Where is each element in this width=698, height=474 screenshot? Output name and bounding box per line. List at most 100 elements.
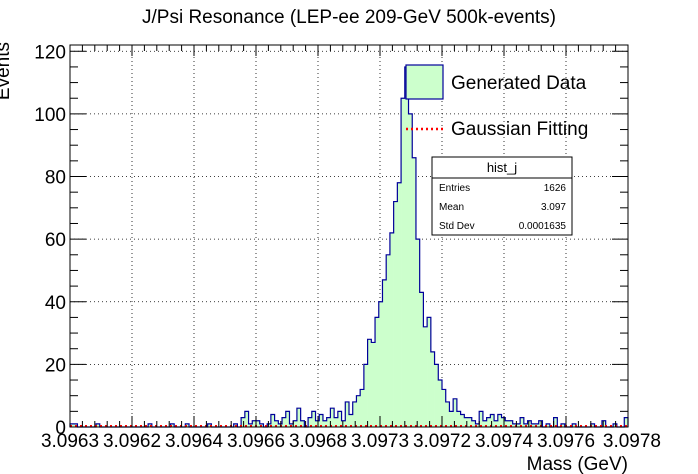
histogram-bar [508,420,513,427]
histogram-bar [415,239,420,427]
histogram-bar [531,423,536,427]
y-tick-label: 0 [55,418,66,439]
legend: Generated Data Gaussian Fitting [405,64,588,140]
histogram-bar [546,423,551,427]
histogram-bar [337,411,342,427]
histogram-bar [438,380,443,427]
y-tick-label: 120 [34,42,66,63]
histogram-bar [430,351,435,427]
x-tick-label: 3.0978 [603,431,661,452]
x-tick-label: 3.0962 [103,431,161,452]
x-tick-label: 3.0976 [537,431,595,452]
histogram-bar [274,420,279,427]
histogram-bar [434,364,439,427]
histogram-bar [490,414,495,427]
histogram-bar [371,342,376,427]
histogram-bar [375,317,380,427]
x-tick-label: 3.0963 [41,431,99,452]
histogram-bar [486,417,491,427]
histogram-bar [449,411,454,427]
y-axis: 0 20 40 60 80 100 120 [34,42,628,439]
y-tick-label: 20 [45,355,66,376]
x-tick-label: 3.0973 [351,431,409,452]
histogram-bar [282,417,287,427]
histogram-bar [445,401,450,427]
histogram-bar [293,420,298,427]
histogram-bar [460,414,465,427]
histogram-bar [453,398,458,427]
histogram-bar [367,339,372,427]
x-axis-title: Mass (GeV) [527,454,628,474]
legend-label-gaussian-fitting: Gaussian Fitting [451,119,588,140]
histogram-bar [401,98,406,428]
y-tick-label: 100 [34,105,66,126]
histogram-bar [482,420,487,427]
histogram-bar [363,364,368,427]
histogram-bar [427,317,432,427]
histogram-bar [419,292,424,427]
stats-box-frame [431,156,573,236]
histogram-bar [382,279,387,427]
histogram-bar [475,423,480,427]
histogram-bar [352,401,357,427]
stats-box-title: hist_j [487,160,517,175]
y-tick-label: 40 [45,293,66,314]
histogram-bar [70,423,75,427]
histogram-bar [505,420,510,427]
stats-entries-value: 1626 [544,183,567,194]
y-tick-label: 80 [45,168,66,189]
histogram-bar [341,420,346,427]
y-axis-title: Events [0,42,14,100]
histogram-bar [345,401,350,427]
histogram-bar [408,113,413,427]
histogram-bar [207,423,212,427]
histogram-bar [553,417,558,427]
histogram-bar [516,423,521,427]
stats-mean-value: 3.097 [541,202,566,213]
histogram-bar [296,408,301,427]
histogram-bar [442,389,447,427]
grid-lines [70,45,628,427]
histogram-bar [397,182,402,427]
histogram-bar [404,66,409,427]
histogram-bar [334,417,339,427]
histogram-bar [267,423,272,427]
plot-frame [69,44,629,428]
histogram-bar [356,395,361,427]
histogram-bar [308,417,313,427]
stats-stddev-value: 0.0001635 [519,221,567,232]
stats-entries-label: Entries [439,183,470,194]
histogram-bar [497,414,502,427]
histogram-bar [330,408,335,427]
stats-box: hist_j Entries 1626 Mean 3.097 Std Dev 0… [431,156,573,236]
stats-mean-label: Mean [439,202,464,213]
histogram-bar [270,414,275,427]
histogram-bar [319,414,324,427]
histogram-bar [256,420,261,427]
histogram-bar [244,411,249,427]
histogram-bar [311,411,316,427]
stats-stddev-label: Std Dev [439,221,475,232]
histogram-bar [471,420,476,427]
histogram-bar [322,420,327,427]
histogram-bar [494,420,499,427]
histogram-bar [423,326,428,427]
histogram-bar [360,389,365,427]
histogram-bar [185,423,190,427]
histogram-bar [535,423,540,427]
x-tick-label: 3.0972 [413,431,471,452]
x-tick-label: 3.0964 [165,431,224,452]
histogram-bar [456,411,461,427]
x-axis: 3.0963 3.0962 3.0964 3.0966 3.0968 3.0973 3.09… [41,45,661,452]
histogram-bar [412,157,417,427]
x-tick-label: 3.0966 [227,431,285,452]
histogram-bar [378,301,383,427]
histogram-bar [561,423,566,427]
x-tick-label: 3.0974 [475,431,534,452]
histogram-bar [96,423,101,427]
histogram-bar [349,414,354,427]
histogram-bar [512,423,517,427]
histogram-bar [300,420,305,427]
histogram-bars [70,66,629,428]
histogram-bar [468,417,473,427]
